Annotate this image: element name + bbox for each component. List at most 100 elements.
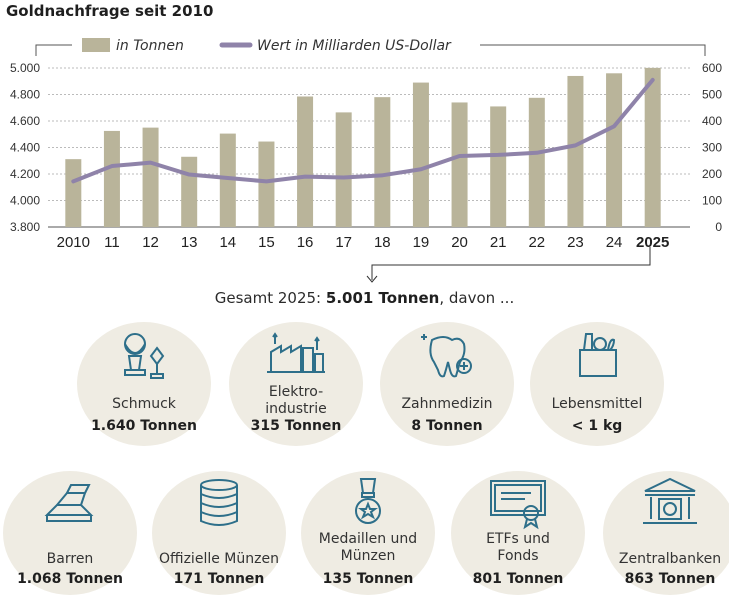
x-tick-label: 14	[219, 234, 236, 251]
x-tick-label: 19	[413, 234, 430, 251]
y-axis-right: 0 100 200 300 400 500 600	[702, 61, 722, 234]
coin-stack-icon	[152, 475, 286, 531]
y-right-tick-label: 600	[702, 61, 722, 75]
x-tick-label: 12	[142, 234, 159, 251]
x-tick-label: 20	[451, 234, 468, 251]
y-left-tick-label: 4.800	[10, 88, 40, 102]
tooth-icon	[380, 326, 514, 382]
category-label: Zentralbanken	[618, 551, 722, 567]
y-axis-left: 3.800 4.000 4.200 4.400 4.600 4.800 5.000	[10, 61, 40, 234]
bar-tonnes	[567, 75, 584, 227]
y-left-tick-label: 5.000	[10, 61, 40, 75]
category-label: Zahnmedizin	[401, 396, 493, 412]
category-dentistry: Zahnmedizin 8 Tonnen	[380, 322, 514, 446]
y-right-tick-label: 200	[702, 167, 722, 181]
line-value-usd	[71, 77, 655, 184]
x-tick-label: 11	[104, 234, 120, 251]
category-label: Medaillen und Münzen	[318, 531, 418, 564]
bar-tonnes	[258, 141, 275, 227]
legend-bar-label: in Tonnen	[116, 38, 184, 54]
category-label: Lebensmittel	[551, 396, 643, 412]
bar-tonnes	[606, 73, 623, 227]
category-etfs: ETFs und Fonds 801 Tonnen	[451, 471, 585, 595]
medal-icon	[301, 475, 435, 531]
legend-bar-swatch	[82, 38, 110, 52]
x-tick-label: 13	[181, 234, 198, 251]
gold-bars-icon	[3, 475, 137, 531]
category-bars: Barren 1.068 Tonnen	[3, 471, 137, 595]
x-tick-label: 23	[567, 234, 584, 251]
category-amount: 315 Tonnen	[250, 418, 342, 434]
category-label: Barren	[46, 551, 94, 567]
y-left-tick-label: 4.200	[10, 167, 40, 181]
total-summary: Gesamt 2025: 5.001 Tonnen, davon ...	[0, 289, 729, 307]
bar-tonnes	[374, 97, 391, 228]
category-amount: 1.068 Tonnen	[17, 571, 123, 587]
y-right-tick-label: 400	[702, 114, 722, 128]
chart-title: Goldnachfrage seit 2010	[6, 2, 214, 20]
bar-tonnes	[644, 67, 661, 228]
category-amount: 801 Tonnen	[472, 571, 564, 587]
legend-bracket-right	[480, 44, 706, 56]
category-electronics: Elektro- industrie 315 Tonnen	[229, 322, 363, 446]
y-left-tick-label: 4.000	[10, 194, 40, 208]
bar-tonnes	[297, 96, 314, 227]
bar-tonnes	[103, 130, 120, 227]
category-amount: 135 Tonnen	[322, 571, 414, 587]
category-label: Elektro- industrie	[265, 384, 327, 417]
y-left-tick-label: 4.400	[10, 141, 40, 155]
bar-tonnes	[335, 112, 352, 227]
y-right-tick-label: 100	[702, 194, 722, 208]
category-food: Lebensmittel < 1 kg	[530, 322, 664, 446]
category-amount: < 1 kg	[571, 418, 623, 434]
bar-tonnes	[65, 159, 82, 227]
category-label: Schmuck	[112, 396, 176, 412]
total-value: 5.001 Tonnen	[325, 289, 440, 307]
category-amount: 1.640 Tonnen	[91, 418, 197, 434]
x-tick-label: 21	[490, 234, 507, 251]
legend-line-label: Wert in Milliarden US-Dollar	[257, 38, 452, 54]
y-right-tick-label: 300	[702, 141, 722, 155]
total-prefix: Gesamt 2025:	[214, 289, 326, 307]
category-amount: 171 Tonnen	[173, 571, 265, 587]
x-tick-label: 2010	[57, 234, 90, 251]
y-right-tick-label: 0	[715, 220, 722, 234]
bar-tonnes	[490, 106, 507, 227]
category-amount: 863 Tonnen	[624, 571, 716, 587]
legend-bracket-left	[35, 44, 72, 56]
category-label: Offizielle Münzen	[159, 551, 279, 567]
bar-tonnes	[528, 97, 545, 227]
x-tick-label: 2025	[636, 234, 669, 251]
certificate-icon	[451, 475, 585, 531]
chart: in Tonnen Wert in Milliarden US-Dollar 3…	[10, 38, 722, 283]
factory-icon	[229, 326, 363, 382]
y-right-tick-label: 500	[702, 88, 722, 102]
x-tick-label: 24	[606, 234, 623, 251]
line-series	[71, 77, 655, 184]
bar-tonnes	[451, 102, 468, 227]
bar-tonnes	[219, 133, 236, 227]
pointer-arrowhead	[366, 275, 378, 283]
category-central-banks: Zentralbanken 863 Tonnen	[603, 471, 729, 595]
bar-tonnes	[412, 82, 429, 227]
y-left-tick-label: 4.600	[10, 114, 40, 128]
x-axis: 2010 11 12 13 14 15 16 17 18 19 20 21 22 23 24 2025	[57, 234, 670, 251]
x-tick-label: 15	[258, 234, 275, 251]
category-label: ETFs und Fonds	[486, 531, 550, 564]
category-official-coins: Offizielle Münzen 171 Tonnen	[152, 471, 286, 595]
grocery-bag-icon	[530, 326, 664, 382]
category-amount: 8 Tonnen	[411, 418, 483, 434]
x-tick-label: 16	[297, 234, 314, 251]
x-tick-label: 17	[335, 234, 352, 251]
total-suffix: , davon ...	[439, 289, 515, 307]
category-jewelry: Schmuck 1.640 Tonnen	[77, 322, 211, 446]
jewelry-icon	[77, 326, 211, 382]
bank-icon	[603, 475, 729, 531]
bar-tonnes	[142, 127, 159, 227]
category-medals: Medaillen und Münzen 135 Tonnen	[301, 471, 435, 595]
y-left-tick-label: 3.800	[10, 220, 40, 234]
x-tick-label: 18	[374, 234, 391, 251]
x-tick-label: 22	[528, 234, 545, 251]
pointer-line	[371, 247, 651, 280]
bar-tonnes	[181, 156, 198, 227]
